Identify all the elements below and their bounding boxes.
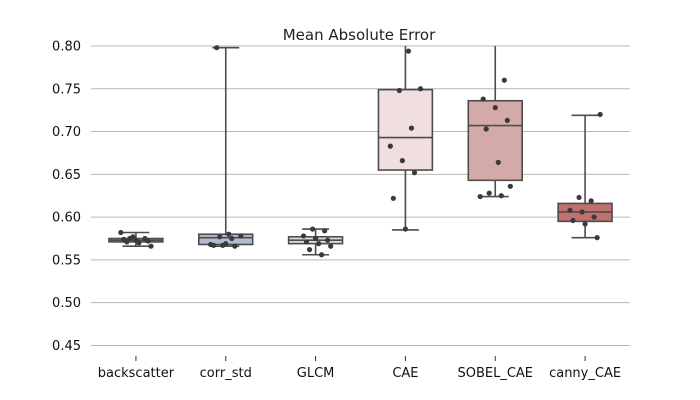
data-point xyxy=(124,239,130,245)
box-group-backscatter xyxy=(108,229,164,249)
data-point xyxy=(570,217,576,224)
data-point xyxy=(223,241,229,247)
data-point xyxy=(127,235,133,242)
data-point xyxy=(319,252,325,258)
data-point xyxy=(495,159,501,165)
data-point xyxy=(576,194,582,201)
grid-layer xyxy=(91,45,630,346)
data-point xyxy=(303,239,310,245)
data-point xyxy=(226,231,232,237)
data-point xyxy=(396,87,402,94)
data-point xyxy=(501,77,507,83)
y-tick-label: 0.70 xyxy=(52,125,81,140)
data-point xyxy=(232,243,238,249)
data-point xyxy=(504,117,510,124)
y-tick-label: 0.60 xyxy=(52,211,81,226)
data-point xyxy=(582,221,588,227)
box-group-CAE xyxy=(377,46,434,232)
data-point xyxy=(405,48,412,54)
data-point xyxy=(309,226,316,232)
data-point xyxy=(507,183,513,189)
data-point xyxy=(417,86,424,92)
data-point xyxy=(316,241,322,247)
data-point xyxy=(411,170,418,176)
y-axis: 0.45 0.50 0.55 0.60 0.65 0.70 0.75 0.80 xyxy=(52,40,81,354)
x-tick-label: backscatter xyxy=(98,366,175,381)
data-point xyxy=(217,234,223,240)
data-point xyxy=(214,45,220,51)
data-point xyxy=(399,158,405,164)
box-group-SOBEL_CAE xyxy=(467,46,523,200)
x-tick-label: GLCM xyxy=(297,366,335,381)
data-point xyxy=(594,235,600,241)
data-point xyxy=(211,242,217,248)
data-point xyxy=(597,111,603,118)
data-point xyxy=(118,229,124,236)
data-point xyxy=(591,214,597,220)
data-point xyxy=(300,233,307,239)
data-point xyxy=(588,198,594,204)
x-tick-label: CAE xyxy=(392,366,418,381)
data-point xyxy=(486,190,492,196)
data-point xyxy=(312,235,319,242)
x-tick-label: SOBEL_CAE xyxy=(457,366,533,381)
y-tick-label: 0.75 xyxy=(52,82,81,97)
y-tick-label: 0.80 xyxy=(52,40,81,55)
data-point xyxy=(328,243,334,249)
data-point xyxy=(387,143,393,149)
data-point xyxy=(567,207,573,213)
data-point xyxy=(402,226,409,232)
boxes-layer xyxy=(108,45,613,258)
data-point xyxy=(480,96,486,102)
data-point xyxy=(229,235,235,242)
data-point xyxy=(579,209,585,215)
data-point xyxy=(408,125,415,131)
data-point xyxy=(498,193,504,199)
data-point xyxy=(325,237,331,243)
data-point xyxy=(477,193,483,200)
data-point xyxy=(390,195,396,201)
data-point xyxy=(145,238,151,244)
x-axis: backscatter corr_std GLCM CAE SOBEL_CAE canny… xyxy=(98,356,621,381)
data-point xyxy=(136,240,142,246)
y-tick-label: 0.65 xyxy=(52,168,81,183)
y-tick-label: 0.50 xyxy=(52,296,81,311)
box-group-GLCM xyxy=(287,226,344,258)
y-tick-label: 0.55 xyxy=(52,253,81,268)
data-point xyxy=(483,126,489,132)
chart-title: Mean Absolute Error xyxy=(283,26,436,44)
box-iqr xyxy=(467,99,523,182)
box-group-corr_std xyxy=(198,45,254,249)
y-tick-label: 0.45 xyxy=(52,339,81,354)
data-point xyxy=(306,247,313,253)
data-point xyxy=(238,233,244,239)
x-tick-label: corr_std xyxy=(200,366,252,381)
data-point xyxy=(148,243,154,249)
data-point xyxy=(322,228,328,234)
box-group-canny_CAE xyxy=(557,111,613,241)
x-tick-label: canny_CAE xyxy=(549,366,621,381)
box-iqr xyxy=(377,88,434,171)
data-point xyxy=(492,105,498,111)
